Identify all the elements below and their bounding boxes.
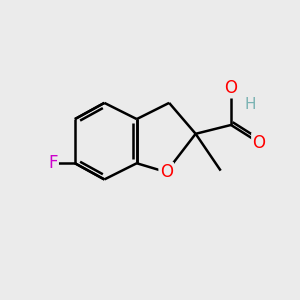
Text: H: H (244, 97, 256, 112)
Text: O: O (160, 163, 173, 181)
Text: O: O (224, 79, 238, 97)
Text: O: O (252, 134, 266, 152)
Text: F: F (48, 154, 58, 172)
